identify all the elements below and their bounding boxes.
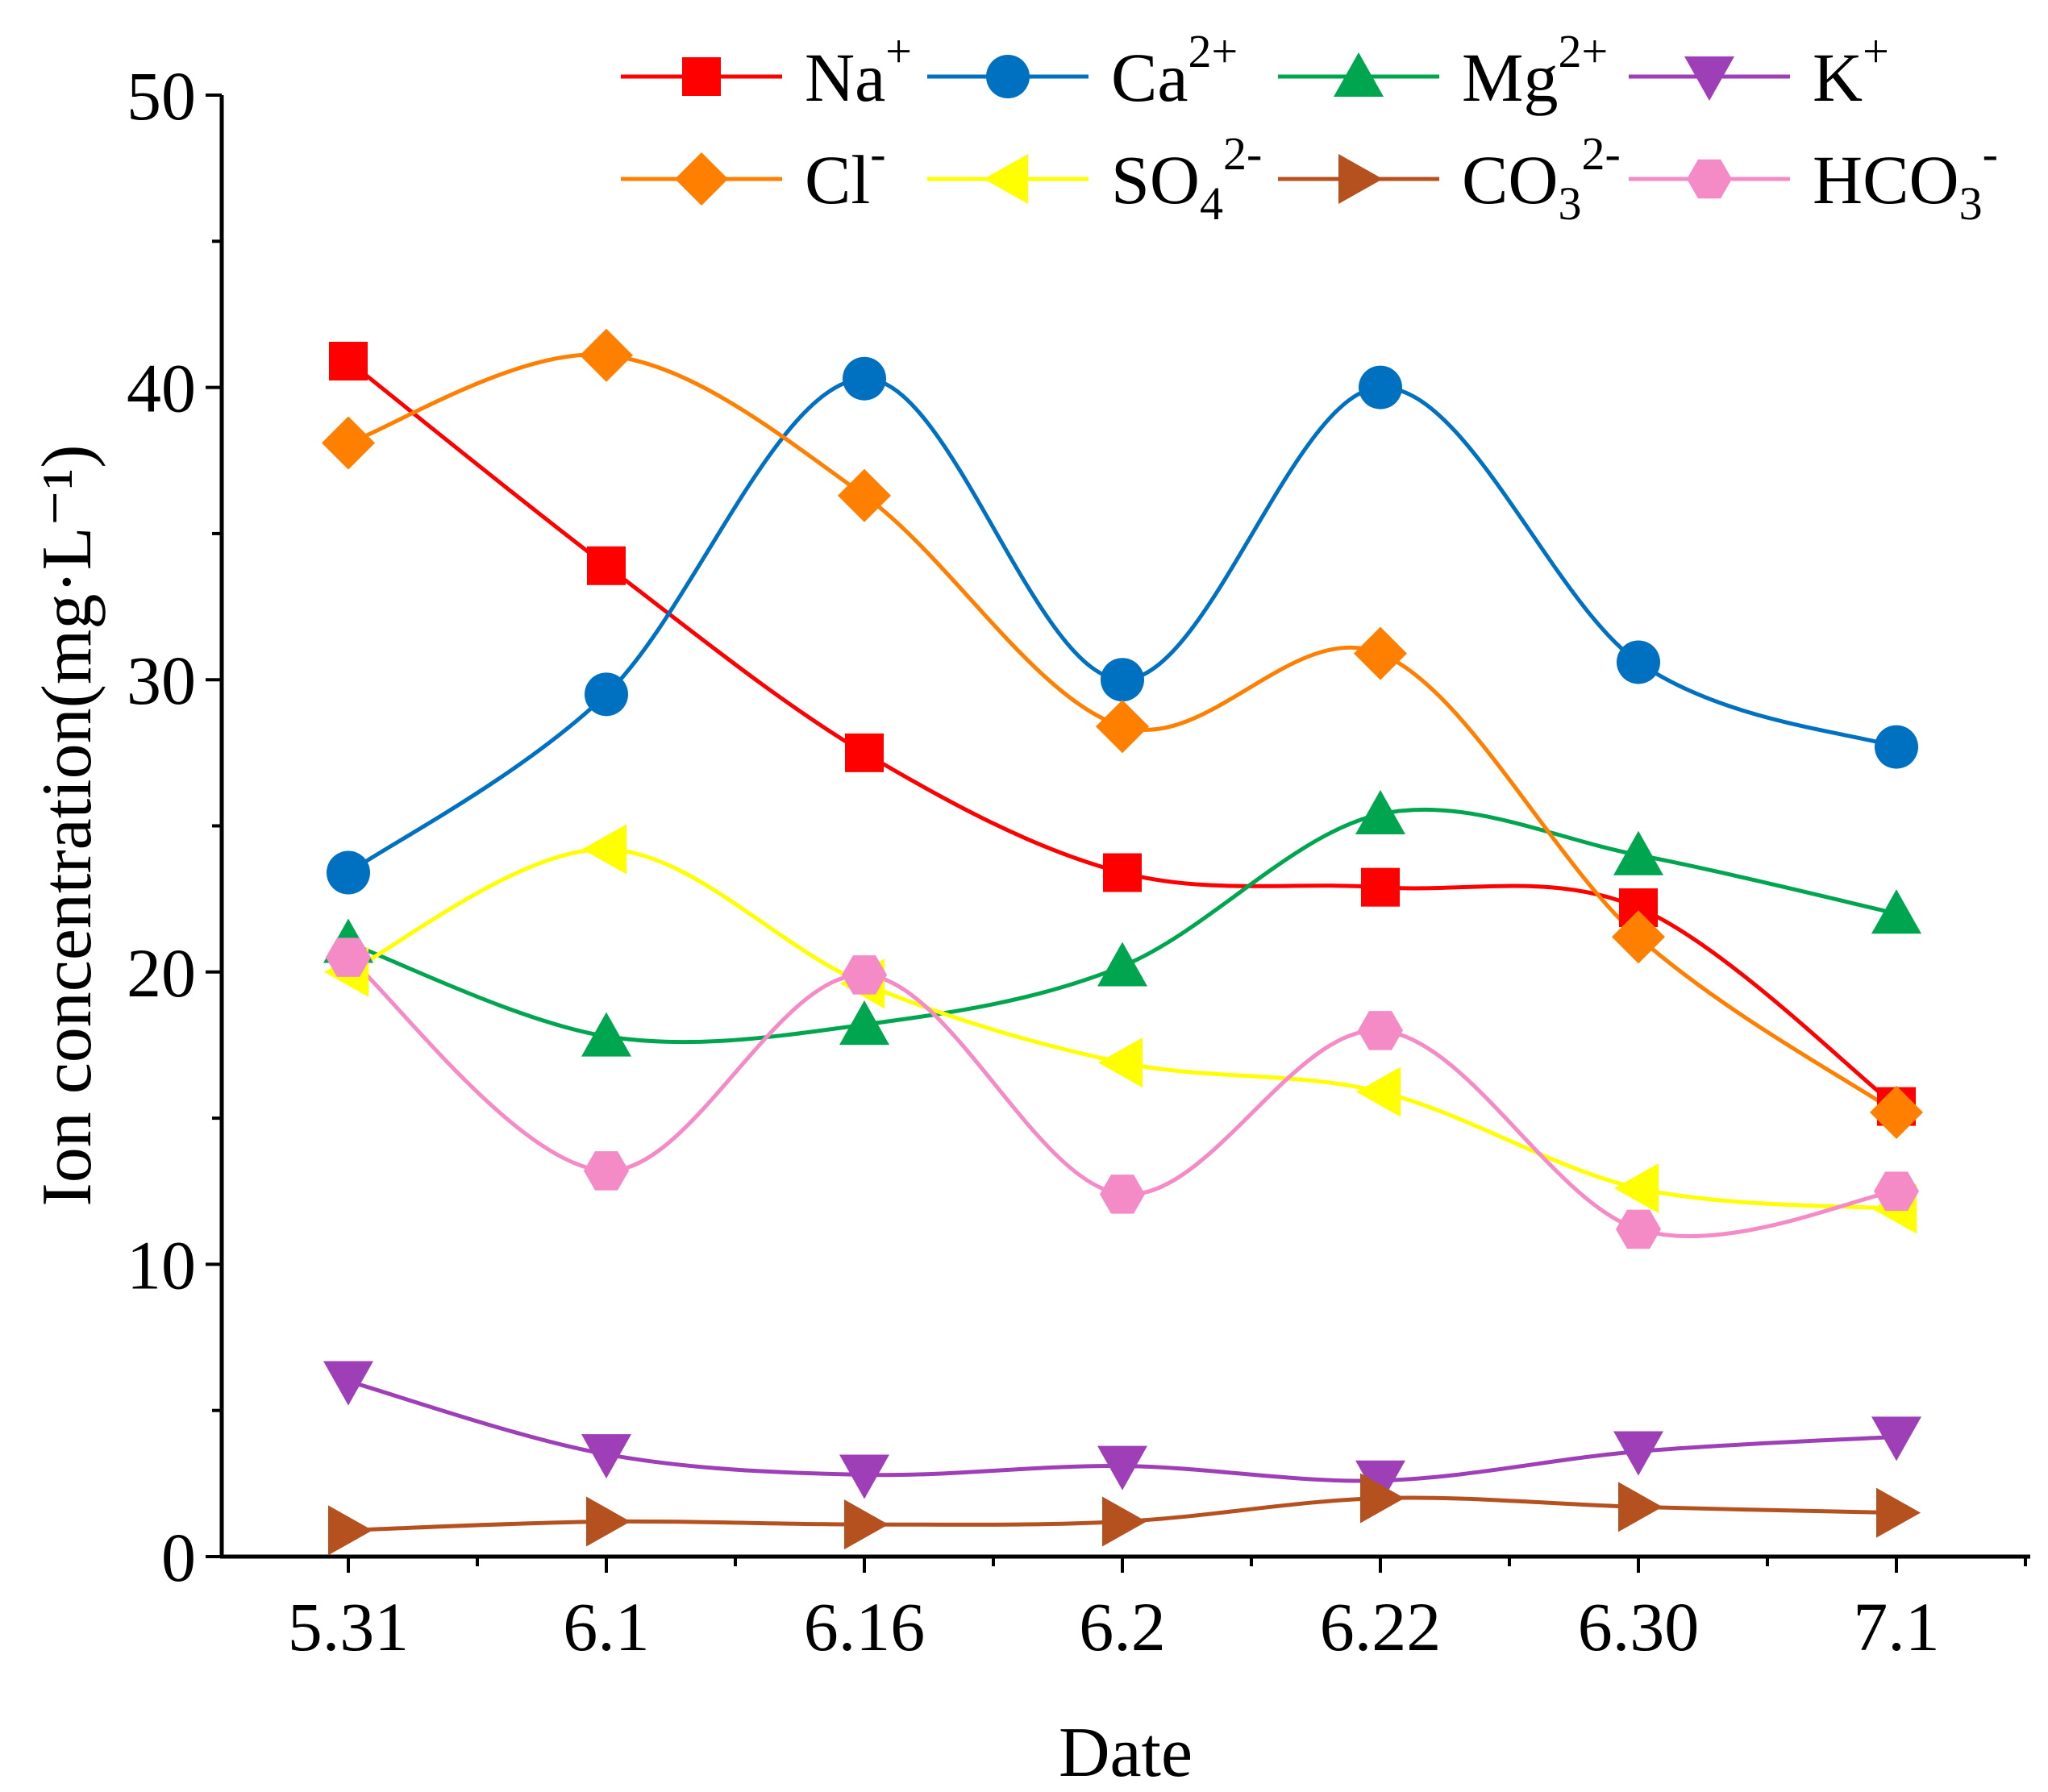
legend-label: CO32- [1462,127,1621,230]
legend-label: SO42- [1111,127,1262,230]
legend-item: Ca2+ [927,25,1238,116]
data-point-co-6 [1618,1482,1663,1532]
legend-marker [675,152,728,206]
data-point-ca-1 [1875,725,1918,769]
data-point-mg-2 [1613,830,1663,875]
legend-marker [986,55,1030,98]
data-point-co-6 [844,1499,889,1550]
data-point-mg-2 [1097,942,1147,987]
legend-label: K+ [1813,25,1889,116]
series-line-ca-1 [347,376,1897,875]
legend-marker [1338,154,1383,204]
data-point-ca-1 [1617,640,1660,684]
legend-marker [1684,56,1734,101]
legend-item: Cl- [621,127,886,218]
data-point-hco-7 [1874,1171,1919,1211]
data-point-cl-4 [322,416,375,470]
data-point-hco-7 [584,1151,629,1191]
data-point-ca-1 [1359,365,1402,410]
data-point-hco-7 [326,938,371,977]
data-point-mg-2 [1871,889,1921,934]
data-point-cl-4 [580,328,633,382]
series-line-so-5 [347,847,1897,1212]
data-point-hco-7 [1358,1011,1403,1050]
x-axis-label: Date [1059,1714,1193,1792]
x-tick-label: 6.2 [1079,1588,1166,1665]
legend-marker [682,57,721,96]
data-point-cl-4 [1354,626,1407,680]
data-point-na-0 [587,546,626,585]
x-tick-label: 6.1 [563,1588,650,1665]
data-point-hco-7 [1616,1209,1661,1249]
legend-item: Mg2+ [1278,25,1608,116]
data-point-na-0 [845,733,884,772]
legend-label: Ca2+ [1111,25,1238,116]
data-point-hco-7 [842,955,887,995]
x-tick-label: 6.30 [1578,1588,1700,1665]
data-point-ca-1 [1101,658,1144,702]
legend-item: Na+ [621,25,912,116]
legend-label: Cl- [805,127,886,218]
data-point-na-0 [329,341,368,380]
legend: Na+ Ca2+ Mg2+ K+ Cl- SO42- CO32- HCO3- [621,25,1998,230]
data-point-cl-4 [1870,1085,1923,1139]
legend-item: HCO3- [1629,127,1998,230]
legend-item: SO42- [927,127,1262,230]
data-point-k-3 [1097,1445,1147,1491]
data-point-k-3 [1871,1416,1921,1461]
y-ticks: 0 10 20 30 40 50 [127,57,222,1596]
data-point-co-6 [1360,1473,1405,1524]
data-point-ca-1 [843,356,886,401]
data-point-k-3 [581,1434,631,1479]
data-point-k-3 [1613,1431,1663,1476]
data-point-k-3 [1355,1460,1405,1505]
legend-item: K+ [1629,25,1889,116]
data-point-co-6 [1102,1496,1147,1547]
x-tick-label: 6.16 [804,1588,926,1665]
data-point-hco-7 [1100,1175,1145,1214]
series-markers [322,328,1923,1556]
data-point-cl-4 [838,468,891,522]
legend-label: Na+ [805,25,912,116]
series-line-mg-2 [348,807,1897,1045]
x-tick-label: 6.22 [1320,1588,1442,1665]
y-tick-label: 20 [127,934,196,1012]
data-point-so-5 [1614,1163,1659,1214]
data-point-mg-2 [839,1000,889,1046]
legend-marker [1687,159,1732,199]
data-point-na-0 [1103,853,1142,892]
data-point-mg-2 [581,1012,631,1057]
data-point-so-5 [1098,1037,1143,1088]
legend-label: Mg2+ [1462,25,1608,116]
data-point-ca-1 [327,850,370,895]
data-point-cl-4 [1096,700,1149,754]
y-tick-label: 10 [127,1226,196,1303]
x-tick-label: 7.1 [1853,1588,1940,1665]
y-axis-label: Ion concentration(mg·L⁻¹) [28,444,106,1206]
y-tick-label: 30 [127,642,196,719]
data-point-co-6 [1876,1487,1921,1538]
data-point-na-0 [1361,867,1400,907]
data-point-co-6 [328,1505,373,1556]
legend-item: CO32- [1278,127,1621,230]
legend-marker [984,154,1028,204]
data-point-k-3 [323,1361,373,1406]
y-tick-label: 40 [127,350,196,427]
x-tick-label: 5.31 [288,1588,410,1665]
y-tick-label: 50 [127,57,196,135]
axes [219,95,2030,1559]
legend-label: HCO3- [1813,127,1998,230]
y-tick-label: 0 [161,1519,196,1596]
data-point-so-5 [582,824,626,875]
legend-marker [1334,52,1384,97]
data-point-mg-2 [1355,789,1405,834]
data-point-ca-1 [585,672,628,717]
data-point-k-3 [839,1454,889,1499]
data-point-co-6 [586,1496,631,1547]
data-point-so-5 [1356,1066,1401,1117]
data-point-cl-4 [1612,910,1665,964]
x-ticks: 5.31 6.1 6.16 6.2 6.22 6.30 7.1 [288,1557,2027,1665]
